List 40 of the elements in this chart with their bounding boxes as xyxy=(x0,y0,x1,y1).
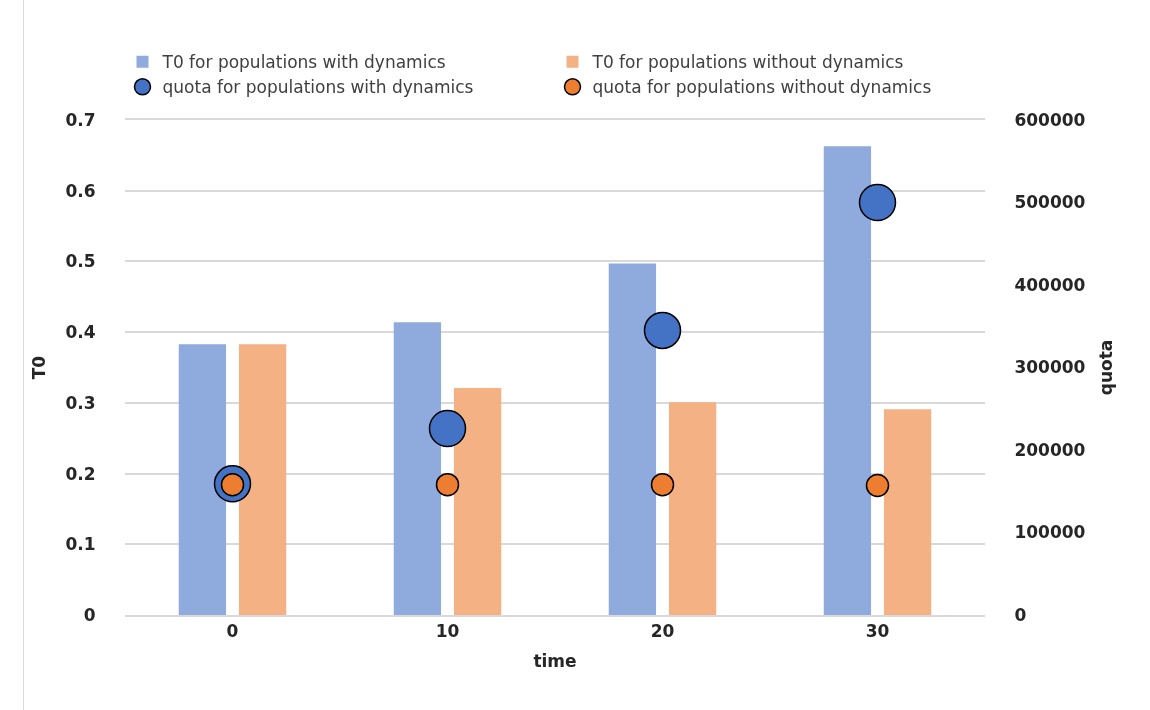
y2-tick-label: 400000 xyxy=(1014,274,1086,295)
legend-label: T0 for populations with dynamics xyxy=(161,52,446,73)
x-tick-label: 0 xyxy=(226,621,239,642)
y2-tick-label: 300000 xyxy=(1014,357,1086,378)
point xyxy=(643,311,682,350)
point xyxy=(865,473,890,498)
bar xyxy=(668,402,717,615)
point xyxy=(435,472,460,497)
bar xyxy=(608,263,657,615)
legend-label: quota for populations without dynamics xyxy=(592,77,932,98)
y-tick-label: 0.3 xyxy=(65,392,96,413)
point xyxy=(428,409,467,448)
point xyxy=(650,472,675,497)
y-axis-title: T0 xyxy=(29,355,50,380)
y2-tick-label: 500000 xyxy=(1014,192,1086,213)
legend-label: T0 for populations without dynamics xyxy=(591,52,904,73)
bar xyxy=(823,146,872,615)
y2-axis-title: quota xyxy=(1095,339,1116,396)
legend-label: quota for populations with dynamics xyxy=(162,77,474,98)
y-tick-label: 0.6 xyxy=(65,180,96,201)
y2-tick-label: 200000 xyxy=(1014,439,1086,460)
bar xyxy=(883,409,932,615)
bar xyxy=(453,388,502,615)
x-tick-label: 10 xyxy=(435,621,460,642)
y-tick-label: 0.4 xyxy=(65,322,96,343)
x-tick-label: 30 xyxy=(865,621,890,642)
bar xyxy=(238,344,287,615)
y-tick-label: 0.5 xyxy=(65,251,96,272)
y-tick-label: 0.7 xyxy=(65,109,96,130)
y2-tick-label: 100000 xyxy=(1014,522,1086,543)
x-axis-title: time xyxy=(533,651,577,672)
x-tick-label: 20 xyxy=(650,621,675,642)
y-tick-label: 0 xyxy=(83,604,96,625)
bar xyxy=(393,322,442,615)
y2-tick-label: 0 xyxy=(1014,604,1027,625)
y2-tick-label: 600000 xyxy=(1014,109,1086,130)
y-tick-label: 0.1 xyxy=(65,534,96,555)
bar xyxy=(178,344,227,615)
point xyxy=(858,183,897,222)
y-tick-label: 0.2 xyxy=(65,463,96,484)
